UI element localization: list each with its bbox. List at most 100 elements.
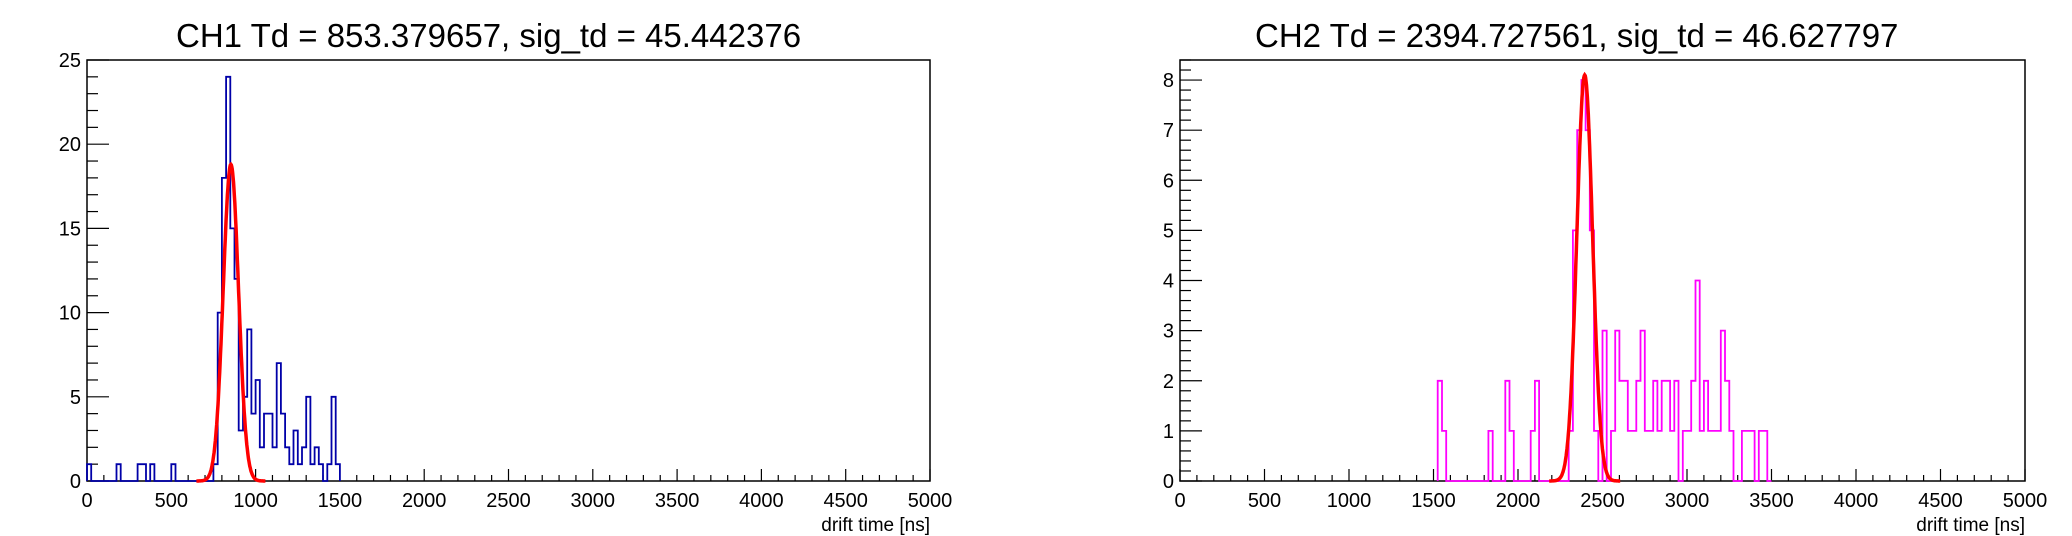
histogram-bin [315,447,319,481]
histogram-bin [268,414,272,481]
histogram-bin [1691,381,1695,481]
histogram-bin [213,464,217,481]
histogram-bin [331,397,335,481]
histogram-bin [1632,431,1636,481]
histogram-bin [150,464,154,481]
x-tick-label: 0 [1174,490,1185,512]
y-tick-label: 8 [1163,70,1174,92]
histogram-bin [298,464,302,481]
gaussian-fit-curve [1549,71,1621,483]
histogram-bin [285,447,289,481]
histogram-bin [302,447,306,481]
histogram-bin [1763,431,1767,481]
histogram-bin [1695,281,1699,481]
x-tick-label: 3000 [1665,490,1710,512]
x-tick-label: 2000 [402,490,447,512]
histogram-bin [1628,431,1632,481]
chart-title-ch2: CH2 Td = 2394.727561, sig_td = 46.627797 [1255,17,1899,54]
histogram-bin [226,77,230,481]
x-tick-label: 1500 [1411,490,1456,512]
y-tick-label: 1 [1163,421,1174,443]
histogram-bin [1611,431,1615,481]
y-tick-label: 25 [59,50,81,72]
histogram-bin [1687,431,1691,481]
y-tick-label: 5 [70,387,81,409]
histogram-bin [171,464,175,481]
y-tick-label: 3 [1163,321,1174,343]
histogram-bin [1759,431,1763,481]
histogram-bin [264,414,268,481]
histogram-bin [1438,381,1442,481]
x-tick-label: 3000 [571,490,616,512]
y-tick-label: 20 [59,134,81,156]
histogram-series [86,75,341,482]
histogram-bin [1619,381,1623,481]
histogram-bin [1653,381,1657,481]
histogram-bin [1510,431,1514,481]
histogram-bin [1657,431,1661,481]
y-tick-label: 5 [1163,220,1174,242]
x-tick-label: 4000 [739,490,784,512]
histogram-bin [117,464,121,481]
histogram-bin [1535,381,1539,481]
x-tick-label: 4000 [1834,490,1879,512]
histogram-bin [1662,381,1666,481]
gaussian-fit-curve [196,161,266,483]
histogram-bin [1725,381,1729,481]
histogram-bin [277,363,281,481]
x-axis-title: drift time [ns] [1916,515,2025,536]
histogram-bin [1645,431,1649,481]
x-tick-label: 1000 [233,490,278,512]
x-tick-label: 5000 [908,490,953,512]
histogram-bin [230,228,234,481]
x-tick-label: 0 [81,490,92,512]
histogram-bin [1746,431,1750,481]
chart-panel-ch1: 0 500 1000 1500 2000 2500 3000 3500 4000 4500 5000… [59,50,953,536]
histogram-bin [1581,80,1585,481]
histogram-bin [138,464,142,481]
histogram-bin [1442,431,1446,481]
x-tick-label: 4500 [823,490,868,512]
histogram-bin [87,464,91,481]
x-tick-label: 3500 [655,490,700,512]
histogram-bin [1649,431,1653,481]
histogram-bin [306,397,310,481]
histogram-bin [256,380,260,481]
x-tick-label: 1000 [1327,490,1372,512]
y-tick-label: 15 [59,218,81,240]
x-axis-title: drift time [ns] [821,515,930,536]
histogram-bin [1674,381,1678,481]
histogram-bin [327,464,331,481]
x-tick-label: 2500 [486,490,531,512]
plot-frame [86,59,931,482]
x-tick-label: 5000 [2003,490,2048,512]
x-tick-label: 2500 [1580,490,1625,512]
chart-panel-ch2: 0 500 1000 1500 2000 2500 3000 3500 4000 4500 5000… [1163,59,2048,536]
x-tick-label: 2000 [1496,490,1541,512]
x-tick-label: 1500 [318,490,363,512]
histogram-bin [272,447,276,481]
histogram-bin [1750,431,1754,481]
histogram-bin [310,464,314,481]
y-tick-label: 10 [59,303,81,325]
histogram-bin [1636,381,1640,481]
y-tick-label: 0 [70,471,81,493]
y-tick-label: 6 [1163,170,1174,192]
histogram-bin [294,430,298,481]
histogram-bin [281,414,285,481]
y-tick-label: 2 [1163,371,1174,393]
histogram-bin [1615,331,1619,481]
histogram-bin [1683,431,1687,481]
y-tick-label: 0 [1163,471,1174,493]
histogram-bin [289,464,293,481]
x-tick-label: 4500 [1918,490,1963,512]
histogram-bin [1624,381,1628,481]
histogram-bin [1594,431,1598,481]
histogram-bin [1712,431,1716,481]
histogram-bin [1721,331,1725,481]
x-tick-label: 3500 [1749,490,1794,512]
histogram-bin [142,464,146,481]
histogram-bin [1505,381,1509,481]
histogram-bin [1531,431,1535,481]
